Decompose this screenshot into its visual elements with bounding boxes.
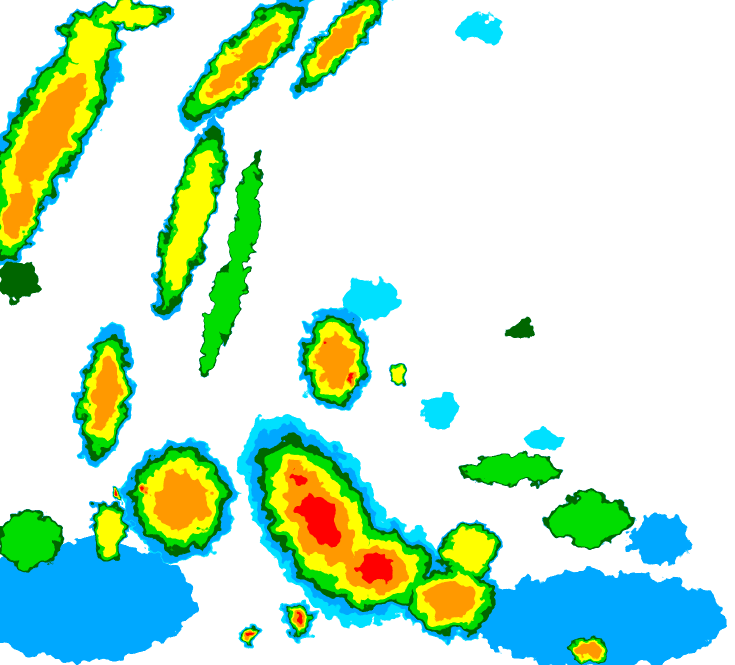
echo-cell-level-6 <box>118 493 122 497</box>
echo-cell-level-5 <box>425 580 475 620</box>
echo-cell-level-1 <box>630 515 690 565</box>
echo-cell-level-4 <box>449 529 491 571</box>
echo-cell-level-5 <box>4 182 36 238</box>
echo-cell-level-6 <box>293 471 307 489</box>
echo-cell-level-6 <box>247 632 253 638</box>
echo-cell-level-4 <box>393 366 407 384</box>
echo-cell-level-3 <box>1 513 59 567</box>
echo-cell-level-6 <box>357 557 393 583</box>
echo-cell-level-4 <box>165 149 215 291</box>
echo-cell-level-6 <box>295 615 305 625</box>
echo-cell-level-5 <box>14 76 86 184</box>
echo-cell-level-4 <box>102 4 158 26</box>
echo-cell-level-1 <box>475 572 725 665</box>
echo-cell-level-2 <box>505 320 535 340</box>
echo-cell-level-0 <box>420 395 460 425</box>
echo-cell-level-6 <box>300 493 340 547</box>
echo-cell-level-0 <box>455 15 505 45</box>
echo-cell-level-5 <box>577 642 603 658</box>
echo-cell-level-3 <box>221 162 259 338</box>
echo-cell-level-5 <box>211 26 279 94</box>
echo-cell-level-3 <box>552 496 628 544</box>
echo-cell-level-6 <box>349 376 355 384</box>
echo-cell-level-4 <box>96 509 124 551</box>
echo-cell-level-3 <box>465 456 555 484</box>
echo-cell-level-5 <box>153 469 207 531</box>
echo-cell-level-0 <box>525 430 565 450</box>
echo-cell-level-3 <box>202 267 228 373</box>
echo-cell-level-5 <box>316 13 364 67</box>
echo-cell-level-2 <box>0 260 40 300</box>
echo-cell-level-6 <box>143 486 147 494</box>
echo-cell-level-1 <box>0 540 195 660</box>
echo-cell-level-0 <box>340 280 400 320</box>
echo-cell-level-6 <box>322 342 328 348</box>
echo-cell-level-4 <box>69 19 111 61</box>
echo-cell-level-5 <box>91 360 119 430</box>
